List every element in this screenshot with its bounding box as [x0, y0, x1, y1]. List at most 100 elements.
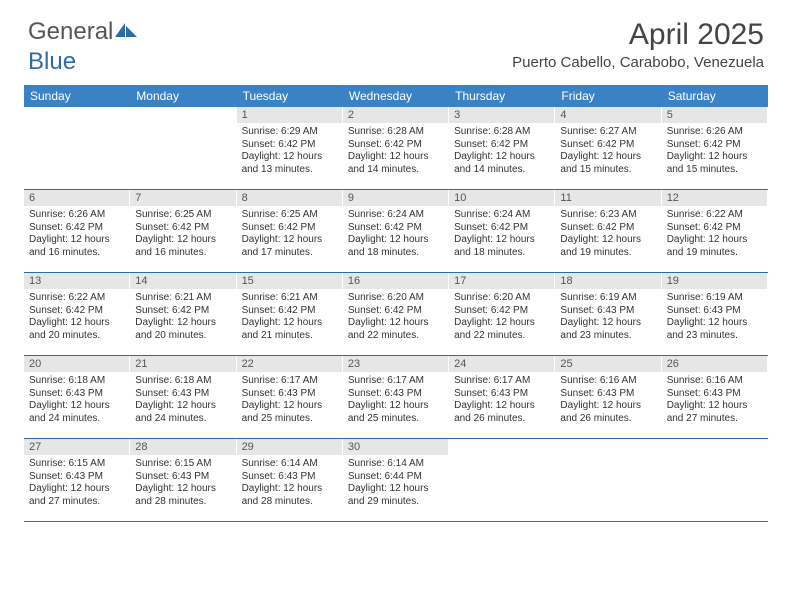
daylight-text: Daylight: 12 hours and 24 minutes.: [29, 400, 124, 425]
day-cell: 19Sunrise: 6:19 AMSunset: 6:43 PMDayligh…: [662, 273, 768, 355]
day-cell: 12Sunrise: 6:22 AMSunset: 6:42 PMDayligh…: [662, 190, 768, 272]
day-body: Sunrise: 6:15 AMSunset: 6:43 PMDaylight:…: [24, 455, 129, 512]
day-number: 21: [130, 356, 235, 372]
sunset-text: Sunset: 6:43 PM: [135, 471, 230, 484]
day-number: 29: [237, 439, 342, 455]
brand-logo: General: [28, 18, 137, 46]
day-cell: 3Sunrise: 6:28 AMSunset: 6:42 PMDaylight…: [449, 107, 555, 189]
sunset-text: Sunset: 6:42 PM: [667, 222, 762, 235]
day-body: Sunrise: 6:27 AMSunset: 6:42 PMDaylight:…: [555, 123, 660, 180]
daylight-text: Daylight: 12 hours and 28 minutes.: [135, 483, 230, 508]
sunset-text: Sunset: 6:42 PM: [454, 305, 549, 318]
daylight-text: Daylight: 12 hours and 25 minutes.: [242, 400, 337, 425]
day-body: Sunrise: 6:21 AMSunset: 6:42 PMDaylight:…: [237, 289, 342, 346]
day-cell: 22Sunrise: 6:17 AMSunset: 6:43 PMDayligh…: [237, 356, 343, 438]
daylight-text: Daylight: 12 hours and 24 minutes.: [135, 400, 230, 425]
sunrise-text: Sunrise: 6:20 AM: [348, 292, 443, 305]
daylight-text: Daylight: 12 hours and 20 minutes.: [29, 317, 124, 342]
day-body: Sunrise: 6:18 AMSunset: 6:43 PMDaylight:…: [130, 372, 235, 429]
daylight-text: Daylight: 12 hours and 29 minutes.: [348, 483, 443, 508]
day-number: 17: [449, 273, 554, 289]
week-row: 27Sunrise: 6:15 AMSunset: 6:43 PMDayligh…: [24, 439, 768, 522]
daylight-text: Daylight: 12 hours and 25 minutes.: [348, 400, 443, 425]
daylight-text: Daylight: 12 hours and 23 minutes.: [667, 317, 762, 342]
calendar-grid: SundayMondayTuesdayWednesdayThursdayFrid…: [24, 85, 768, 522]
title-block: April 2025 Puerto Cabello, Carabobo, Ven…: [512, 18, 764, 71]
sunrise-text: Sunrise: 6:18 AM: [135, 375, 230, 388]
sunset-text: Sunset: 6:42 PM: [454, 139, 549, 152]
sunrise-text: Sunrise: 6:28 AM: [454, 126, 549, 139]
day-cell: 2Sunrise: 6:28 AMSunset: 6:42 PMDaylight…: [343, 107, 449, 189]
day-number: 23: [343, 356, 448, 372]
day-number: 14: [130, 273, 235, 289]
day-number: 24: [449, 356, 554, 372]
daylight-text: Daylight: 12 hours and 19 minutes.: [667, 234, 762, 259]
sunrise-text: Sunrise: 6:21 AM: [135, 292, 230, 305]
day-number: 2: [343, 107, 448, 123]
day-body: Sunrise: 6:21 AMSunset: 6:42 PMDaylight:…: [130, 289, 235, 346]
sunrise-text: Sunrise: 6:24 AM: [454, 209, 549, 222]
sunset-text: Sunset: 6:43 PM: [667, 305, 762, 318]
daylight-text: Daylight: 12 hours and 22 minutes.: [348, 317, 443, 342]
day-cell: 24Sunrise: 6:17 AMSunset: 6:43 PMDayligh…: [449, 356, 555, 438]
day-number: [24, 107, 129, 111]
day-body: Sunrise: 6:26 AMSunset: 6:42 PMDaylight:…: [24, 206, 129, 263]
sunset-text: Sunset: 6:43 PM: [242, 471, 337, 484]
day-cell: 10Sunrise: 6:24 AMSunset: 6:42 PMDayligh…: [449, 190, 555, 272]
brand-part1: General: [28, 18, 113, 46]
sunset-text: Sunset: 6:42 PM: [29, 305, 124, 318]
sunset-text: Sunset: 6:43 PM: [242, 388, 337, 401]
day-body: Sunrise: 6:26 AMSunset: 6:42 PMDaylight:…: [662, 123, 767, 180]
day-body: Sunrise: 6:19 AMSunset: 6:43 PMDaylight:…: [555, 289, 660, 346]
sunset-text: Sunset: 6:42 PM: [454, 222, 549, 235]
day-cell: 13Sunrise: 6:22 AMSunset: 6:42 PMDayligh…: [24, 273, 130, 355]
day-body: Sunrise: 6:20 AMSunset: 6:42 PMDaylight:…: [449, 289, 554, 346]
day-cell: [24, 107, 130, 189]
sunset-text: Sunset: 6:43 PM: [560, 305, 655, 318]
sunrise-text: Sunrise: 6:20 AM: [454, 292, 549, 305]
sunset-text: Sunset: 6:42 PM: [29, 222, 124, 235]
day-cell: 8Sunrise: 6:25 AMSunset: 6:42 PMDaylight…: [237, 190, 343, 272]
day-number: 3: [449, 107, 554, 123]
day-cell: 21Sunrise: 6:18 AMSunset: 6:43 PMDayligh…: [130, 356, 236, 438]
day-cell: 18Sunrise: 6:19 AMSunset: 6:43 PMDayligh…: [555, 273, 661, 355]
day-number: 30: [343, 439, 448, 455]
daylight-text: Daylight: 12 hours and 20 minutes.: [135, 317, 230, 342]
day-body: Sunrise: 6:25 AMSunset: 6:42 PMDaylight:…: [130, 206, 235, 263]
day-body: Sunrise: 6:23 AMSunset: 6:42 PMDaylight:…: [555, 206, 660, 263]
day-cell: 28Sunrise: 6:15 AMSunset: 6:43 PMDayligh…: [130, 439, 236, 521]
day-body: Sunrise: 6:20 AMSunset: 6:42 PMDaylight:…: [343, 289, 448, 346]
daylight-text: Daylight: 12 hours and 26 minutes.: [560, 400, 655, 425]
daylight-text: Daylight: 12 hours and 15 minutes.: [560, 151, 655, 176]
week-row: 1Sunrise: 6:29 AMSunset: 6:42 PMDaylight…: [24, 107, 768, 190]
day-body: Sunrise: 6:16 AMSunset: 6:43 PMDaylight:…: [555, 372, 660, 429]
day-cell: 11Sunrise: 6:23 AMSunset: 6:42 PMDayligh…: [555, 190, 661, 272]
sunset-text: Sunset: 6:44 PM: [348, 471, 443, 484]
daylight-text: Daylight: 12 hours and 13 minutes.: [242, 151, 337, 176]
day-cell: 23Sunrise: 6:17 AMSunset: 6:43 PMDayligh…: [343, 356, 449, 438]
day-body: Sunrise: 6:28 AMSunset: 6:42 PMDaylight:…: [449, 123, 554, 180]
week-row: 13Sunrise: 6:22 AMSunset: 6:42 PMDayligh…: [24, 273, 768, 356]
day-body: Sunrise: 6:17 AMSunset: 6:43 PMDaylight:…: [237, 372, 342, 429]
sunset-text: Sunset: 6:42 PM: [348, 305, 443, 318]
sunset-text: Sunset: 6:42 PM: [242, 222, 337, 235]
brand-part2: Blue: [28, 48, 76, 76]
sunrise-text: Sunrise: 6:14 AM: [348, 458, 443, 471]
sunset-text: Sunset: 6:42 PM: [135, 222, 230, 235]
day-number: 18: [555, 273, 660, 289]
location-text: Puerto Cabello, Carabobo, Venezuela: [512, 54, 764, 71]
sunset-text: Sunset: 6:42 PM: [242, 139, 337, 152]
dow-cell: Thursday: [449, 85, 555, 107]
day-number: 28: [130, 439, 235, 455]
day-cell: [662, 439, 768, 521]
day-cell: 14Sunrise: 6:21 AMSunset: 6:42 PMDayligh…: [130, 273, 236, 355]
day-number: 26: [662, 356, 767, 372]
sunset-text: Sunset: 6:43 PM: [454, 388, 549, 401]
day-cell: 5Sunrise: 6:26 AMSunset: 6:42 PMDaylight…: [662, 107, 768, 189]
daylight-text: Daylight: 12 hours and 27 minutes.: [667, 400, 762, 425]
daylight-text: Daylight: 12 hours and 22 minutes.: [454, 317, 549, 342]
day-number: 9: [343, 190, 448, 206]
sunrise-text: Sunrise: 6:17 AM: [242, 375, 337, 388]
day-number: 5: [662, 107, 767, 123]
sunset-text: Sunset: 6:42 PM: [135, 305, 230, 318]
